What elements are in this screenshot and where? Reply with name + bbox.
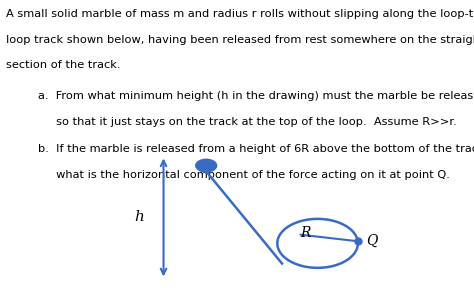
Text: section of the track.: section of the track. (6, 60, 120, 71)
Text: b.  If the marble is released from a height of 6R above the bottom of the track,: b. If the marble is released from a heig… (38, 144, 474, 154)
Circle shape (196, 159, 217, 172)
Text: loop track shown below, having been released from rest somewhere on the straight: loop track shown below, having been rele… (6, 35, 474, 45)
Text: h: h (135, 211, 145, 224)
Text: A small solid marble of mass m and radius r rolls without slipping along the loo: A small solid marble of mass m and radiu… (6, 9, 474, 19)
Text: so that it just stays on the track at the top of the loop.  Assume R>>r.: so that it just stays on the track at th… (38, 117, 456, 127)
Text: what is the horizontal component of the force acting on it at point Q.: what is the horizontal component of the … (38, 170, 450, 180)
Text: R: R (301, 226, 311, 240)
Text: Q: Q (366, 234, 378, 248)
Text: a.  From what minimum height (h in the drawing) must the marble be released: a. From what minimum height (h in the dr… (38, 91, 474, 101)
